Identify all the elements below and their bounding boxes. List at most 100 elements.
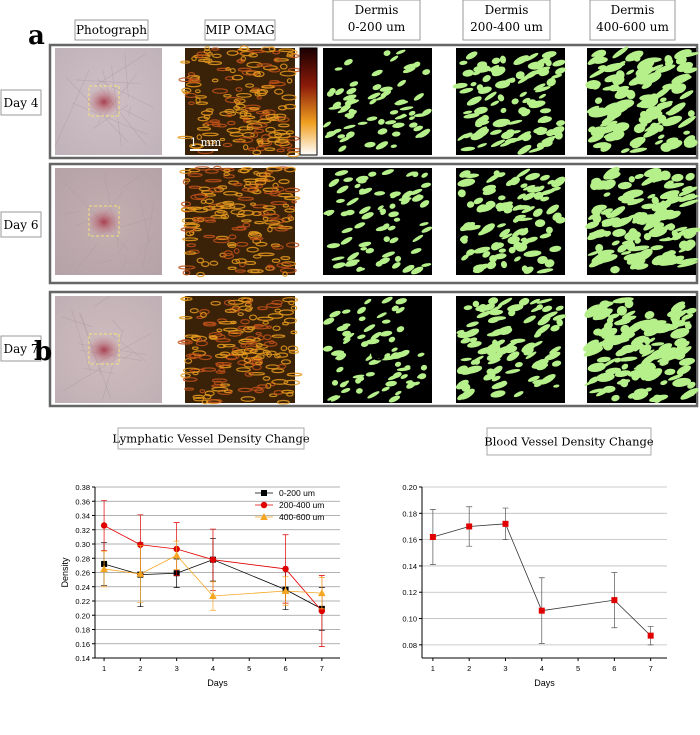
mip-vessel bbox=[272, 325, 281, 331]
mip-vessel bbox=[196, 257, 205, 264]
mip-vessel bbox=[203, 393, 212, 400]
vessel-region bbox=[500, 261, 508, 269]
vessel-region bbox=[541, 311, 558, 320]
data-point bbox=[538, 607, 545, 614]
vessel-region bbox=[658, 343, 673, 352]
mip-vessel bbox=[271, 186, 285, 193]
skin-texture bbox=[75, 79, 139, 84]
vessel-region bbox=[349, 81, 359, 87]
data-point bbox=[209, 592, 217, 600]
vessel-region bbox=[343, 94, 357, 101]
chart-title: Blood Vessel Density Change bbox=[484, 435, 654, 449]
data-point bbox=[137, 541, 144, 548]
vessel-region bbox=[659, 361, 667, 366]
vessel-region bbox=[462, 69, 474, 77]
vessel-region bbox=[360, 341, 369, 347]
mip-vessel bbox=[272, 50, 281, 55]
vessel-region bbox=[421, 263, 432, 267]
mip-vessel bbox=[224, 108, 235, 114]
vessel-region bbox=[365, 371, 375, 377]
mip-vessel bbox=[268, 393, 278, 398]
vessel-region bbox=[643, 217, 662, 231]
vessel-region bbox=[519, 91, 527, 97]
vessel-region bbox=[490, 129, 502, 135]
mip-vessel bbox=[192, 350, 207, 357]
roi-box bbox=[88, 333, 120, 365]
vessel-region bbox=[389, 110, 399, 115]
mip-vessel bbox=[247, 326, 256, 331]
vessel-region bbox=[419, 200, 430, 208]
vessel-region bbox=[673, 226, 688, 232]
mip-vessel bbox=[287, 345, 299, 352]
mip-vessel bbox=[284, 166, 297, 173]
vessel-region bbox=[595, 244, 604, 252]
vessel-region bbox=[681, 313, 694, 321]
mip-vessel bbox=[188, 101, 195, 106]
vessel-region bbox=[342, 338, 351, 344]
vessel-region bbox=[536, 364, 547, 371]
vessel-region bbox=[341, 227, 353, 234]
vessel-region bbox=[463, 132, 473, 139]
vessel-region bbox=[633, 365, 653, 370]
vessel-region bbox=[641, 349, 655, 357]
mip-vessel bbox=[217, 185, 228, 190]
vessel-region bbox=[545, 226, 553, 234]
vessel-region bbox=[511, 98, 519, 105]
vessel-region bbox=[527, 375, 540, 382]
vessel-region bbox=[512, 228, 525, 237]
mip-vessel bbox=[182, 178, 189, 185]
mip-vessel bbox=[284, 196, 301, 201]
mip-vessel bbox=[218, 367, 225, 373]
mip-vessel bbox=[255, 361, 263, 366]
vessel-region bbox=[603, 63, 623, 73]
skin-texture bbox=[94, 295, 110, 307]
vessel-region bbox=[601, 217, 621, 227]
mip-vessel bbox=[246, 246, 259, 253]
vessel-region bbox=[460, 357, 472, 362]
vessel-region bbox=[632, 390, 649, 401]
vessel-region bbox=[534, 219, 546, 228]
vessel-region bbox=[498, 248, 507, 253]
vessel-region bbox=[588, 212, 601, 220]
mip-vessel bbox=[180, 339, 192, 344]
mip-vessel bbox=[201, 261, 210, 268]
vessel-region bbox=[356, 266, 363, 272]
y-tick-label: 0.08 bbox=[402, 641, 417, 650]
mip-vessel bbox=[238, 47, 251, 52]
mip-vessel bbox=[268, 46, 276, 52]
vessel-region bbox=[361, 212, 374, 220]
vessel-region bbox=[326, 243, 341, 249]
vessel-region bbox=[641, 174, 660, 186]
mip-vessel bbox=[187, 71, 196, 77]
mip-vessel bbox=[226, 127, 241, 134]
vessel-region bbox=[672, 377, 692, 387]
mip-vessel bbox=[178, 265, 196, 270]
mip-vessel bbox=[200, 311, 207, 318]
vessel-region bbox=[357, 306, 367, 314]
vessel-region bbox=[473, 197, 484, 205]
y-tick-label: 0.36 bbox=[75, 497, 90, 506]
vessel-region bbox=[336, 366, 344, 373]
dermis-image bbox=[456, 296, 567, 403]
mip-vessel bbox=[203, 234, 216, 239]
mip-vessel bbox=[257, 118, 272, 124]
skin-texture bbox=[71, 308, 91, 372]
mip-vessel bbox=[180, 207, 197, 212]
mip-vessel bbox=[181, 296, 189, 302]
vessel-region bbox=[684, 322, 692, 330]
vessel-region bbox=[547, 179, 555, 185]
vessel-region bbox=[359, 206, 371, 214]
vessel-region bbox=[398, 349, 410, 358]
mip-vessel bbox=[181, 87, 192, 94]
mip-vessel bbox=[272, 244, 284, 250]
vessel-region bbox=[481, 223, 495, 234]
legend-label: 200-400 um bbox=[279, 500, 324, 510]
vessel-region bbox=[587, 362, 606, 373]
vessel-region bbox=[485, 200, 496, 209]
vessel-region bbox=[671, 173, 684, 182]
vessel-region bbox=[491, 67, 506, 77]
vessel-region bbox=[343, 177, 354, 183]
mip-vessel bbox=[251, 189, 262, 195]
mip-vessel bbox=[250, 132, 259, 138]
column-header: Photograph bbox=[76, 23, 147, 37]
